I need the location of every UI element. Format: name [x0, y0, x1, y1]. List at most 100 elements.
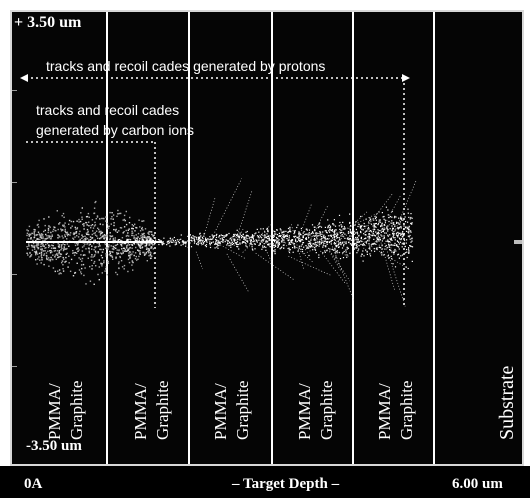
carbon-track-dot: [127, 239, 129, 241]
proton-track-dot: [410, 230, 412, 232]
carbon-track-dot: [37, 248, 39, 250]
proton-track-dot: [400, 227, 402, 229]
carbon-track-dot: [113, 224, 115, 227]
proton-track-dot: [388, 246, 391, 248]
proton-track-dot: [387, 255, 389, 257]
carbon-track-dot: [77, 250, 79, 252]
proton-track-dot: [168, 241, 170, 243]
proton-track-dot: [376, 241, 378, 243]
carbon-track-dot: [75, 232, 77, 234]
proton-track-dot: [136, 238, 138, 240]
proton-track-dot: [290, 231, 292, 233]
proton-track-dot: [234, 233, 236, 235]
carbon-track-dot: [89, 243, 92, 245]
proton-track-dot: [298, 245, 300, 247]
carbon-track-dot: [35, 252, 37, 254]
proton-track-dot: [222, 239, 225, 241]
proton-track-dot: [406, 239, 408, 241]
proton-track-dot: [216, 243, 218, 245]
carbon-track-dot: [122, 252, 124, 254]
carbon-track-dot: [68, 262, 70, 264]
carbon-track-dot: [91, 245, 93, 247]
proton-track-dot: [225, 235, 227, 237]
carbon-track-dot: [113, 248, 115, 250]
proton-track-dot: [375, 248, 377, 250]
carbon-track-dot: [82, 263, 85, 266]
proton-track-dot: [276, 234, 279, 236]
proton-track-dot: [372, 235, 374, 237]
proton-track-dot: [324, 250, 326, 252]
carbon-track-dot: [100, 232, 102, 234]
proton-track-dot: [397, 227, 399, 229]
proton-track-dot: [397, 228, 399, 230]
proton-track-dot: [346, 246, 348, 248]
carbon-track-dot: [116, 215, 118, 217]
proton-track-dot: [290, 240, 292, 242]
proton-track-dot: [368, 243, 370, 245]
carbon-track-dot: [93, 239, 95, 242]
carbon-track-dot: [44, 238, 46, 240]
proton-track-dot: [314, 235, 316, 237]
proton-track-dot: [167, 240, 169, 242]
proton-track-dot: [279, 228, 281, 230]
carbon-track-dot: [88, 221, 90, 223]
proton-track-dot: [320, 226, 323, 228]
carbon-track-dot: [28, 233, 30, 236]
carbon-track-dot: [112, 214, 115, 216]
proton-track-dot: [401, 254, 404, 256]
carbon-track-dot: [85, 216, 88, 218]
proton-track-dot: [352, 234, 354, 236]
carbon-track-dot: [76, 227, 79, 229]
proton-track-dot: [294, 230, 296, 232]
proton-track-dot: [196, 238, 198, 240]
proton-track-dot: [221, 237, 223, 239]
proton-track-dot: [175, 241, 177, 243]
proton-track-dot: [314, 226, 316, 228]
proton-track-dot: [399, 221, 401, 223]
carbon-track-dot: [46, 258, 48, 261]
proton-track-dot: [393, 232, 395, 235]
proton-track-dot: [362, 228, 364, 231]
proton-track-dot: [184, 242, 186, 244]
carbon-annotation-line2: generated by carbon ions: [36, 122, 194, 138]
carbon-track-dot: [51, 235, 53, 237]
proton-track-dot: [399, 238, 401, 240]
proton-track-dot: [355, 243, 357, 245]
proton-track-dot: [241, 235, 243, 237]
proton-track-dot: [337, 233, 339, 235]
carbon-track-dot: [65, 231, 67, 234]
proton-track-dot: [410, 231, 412, 233]
carbon-track-dot: [97, 227, 99, 229]
proton-track-dot: [265, 242, 267, 244]
proton-track-dot: [345, 241, 347, 243]
carbon-track-dot: [33, 236, 36, 238]
carbon-track-dot: [58, 252, 60, 255]
proton-track-dot: [334, 233, 336, 235]
proton-track-dot: [117, 239, 119, 241]
proton-track-dot: [289, 249, 291, 251]
proton-track-dot: [217, 245, 219, 247]
proton-track-dot: [354, 232, 357, 234]
y-axis-top-label: + 3.50 um: [14, 14, 82, 31]
carbon-track-dot: [120, 252, 122, 254]
carbon-track-dot: [64, 248, 66, 250]
proton-track-dot: [324, 238, 326, 240]
proton-track-dot: [392, 235, 394, 237]
carbon-track-dot: [104, 270, 106, 272]
proton-track-dot: [274, 253, 276, 255]
carbon-track-dot: [66, 238, 68, 240]
proton-track-dot: [267, 235, 269, 237]
carbon-track-dot: [88, 239, 90, 241]
proton-track-dot: [216, 246, 218, 248]
proton-track-dot: [220, 240, 222, 243]
proton-track-dot: [317, 227, 319, 229]
proton-track-dot: [349, 243, 351, 245]
proton-track-dot: [389, 216, 391, 218]
proton-track-dot: [310, 246, 312, 248]
carbon-track-dot: [35, 245, 37, 247]
proton-track-dot: [394, 242, 396, 244]
proton-track-dot: [376, 233, 378, 235]
proton-track-dot: [256, 235, 259, 237]
carbon-track-dot: [134, 223, 136, 225]
carbon-track-dot: [144, 245, 146, 247]
